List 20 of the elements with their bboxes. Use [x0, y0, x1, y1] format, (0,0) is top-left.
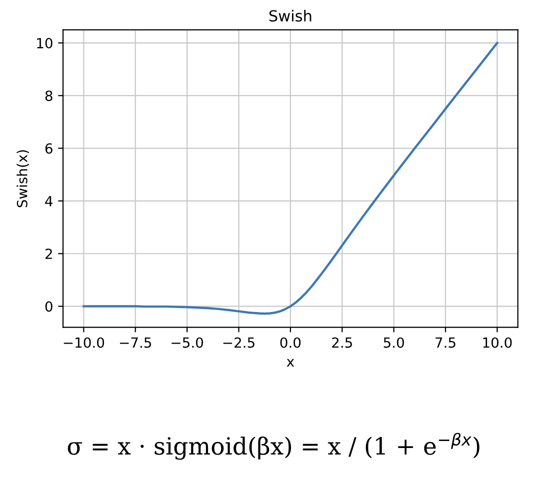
y-tick-label: 2: [45, 248, 52, 259]
x-tick-label: 10.0: [483, 337, 512, 348]
line-series: [82, 42, 498, 315]
text: σ = x · sigmoid(βx) = x / (1 + e$^{−βx}$): [68, 432, 480, 460]
chart-title: Swish: [269, 10, 312, 22]
x-tick-label: −2.5: [223, 337, 254, 348]
x-tick-label: 0.0: [280, 337, 301, 348]
y-tick-label: 4: [45, 196, 53, 206]
x-tick-label: 7.5: [436, 338, 456, 348]
x-tick-label: −7.5: [120, 338, 152, 348]
x-tick-label: 2.5: [332, 337, 352, 348]
y-tick-label: 6: [45, 143, 52, 154]
x-axis-title: x: [286, 359, 294, 367]
x-tick-label: −10.0: [64, 337, 104, 348]
x-tick-label: 5.0: [384, 337, 404, 348]
y-tick-label: 8: [45, 90, 52, 102]
y-axis-title: Swish(x): [16, 150, 30, 208]
x-tick-label: −5.0: [172, 337, 204, 348]
y-tick-label: 0: [45, 301, 52, 312]
y-tick-label: 10: [37, 38, 52, 48]
